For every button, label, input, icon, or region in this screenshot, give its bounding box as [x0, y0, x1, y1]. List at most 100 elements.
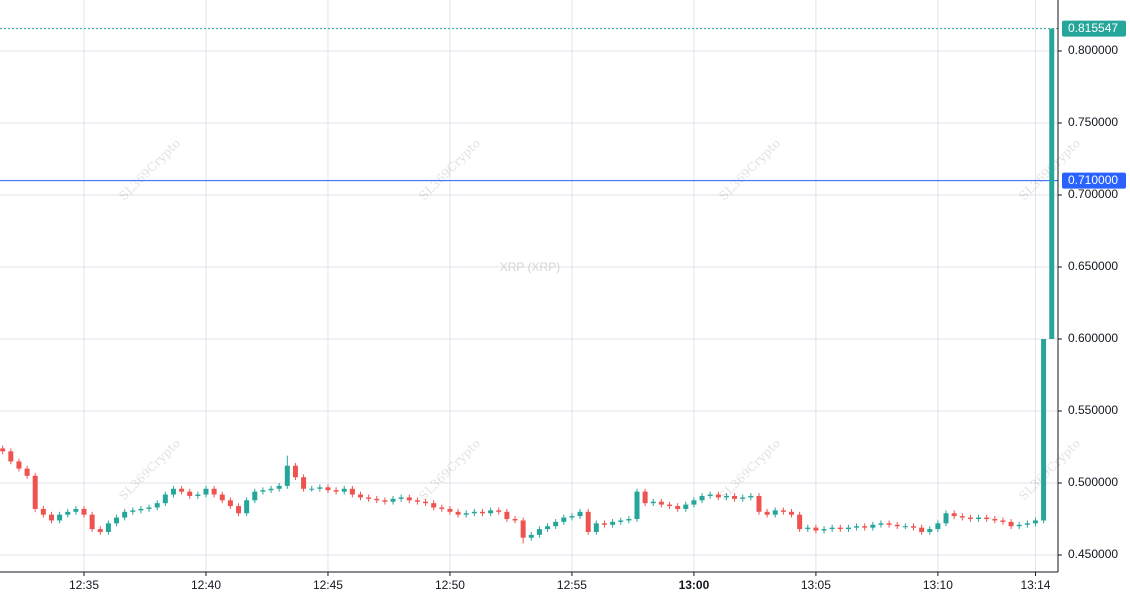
candle-body: [683, 504, 689, 509]
candle-body: [601, 523, 607, 525]
candle-body: [1041, 338, 1047, 521]
candle-body: [463, 513, 469, 515]
candle-body: [504, 511, 510, 520]
candle-body: [845, 527, 851, 530]
candle-body: [837, 527, 843, 530]
candle-body: [976, 517, 982, 520]
candle-body: [797, 514, 803, 530]
candle-body: [374, 498, 380, 501]
candle-body: [1000, 520, 1006, 522]
candle-body: [927, 529, 933, 532]
candle-body: [789, 511, 795, 515]
candle-body: [536, 529, 542, 535]
candle-body: [1049, 28, 1055, 339]
candle-body: [1008, 521, 1014, 527]
y-tick-label: 0.700000: [1068, 187, 1118, 201]
candle-body: [577, 511, 583, 517]
candle-body: [431, 503, 437, 508]
candle-body: [187, 491, 193, 496]
candle-body: [821, 529, 827, 531]
candle-body: [358, 494, 364, 498]
candle-body: [32, 475, 38, 509]
candle-body: [122, 511, 128, 518]
x-tick-label: 12:55: [557, 578, 587, 592]
candle-body: [870, 524, 876, 528]
candle-body: [455, 511, 461, 515]
candle-body: [292, 465, 298, 478]
candle-body: [252, 491, 258, 501]
candle-body: [130, 510, 136, 512]
price-label-box: [1062, 172, 1126, 189]
price-label: 0.815547: [1068, 21, 1118, 35]
candle-body: [813, 527, 819, 531]
y-tick-label: 0.600000: [1068, 331, 1118, 345]
candle-body: [219, 494, 225, 501]
y-tick-label: 0.800000: [1068, 43, 1118, 57]
candle-body: [398, 497, 404, 499]
candle-body: [618, 520, 624, 522]
candle-body: [276, 485, 282, 489]
candle-body: [854, 526, 860, 528]
candle-body: [829, 527, 835, 530]
candle-body: [764, 511, 770, 515]
candle-body: [423, 501, 429, 504]
candle-body: [667, 504, 673, 507]
candle-body: [691, 500, 697, 505]
candle-body: [732, 495, 738, 499]
candle-body: [40, 508, 46, 515]
candle-body: [740, 497, 746, 499]
x-tick-label: 13:14: [1020, 578, 1050, 592]
x-tick-label: 12:50: [435, 578, 465, 592]
candle-body: [634, 491, 640, 520]
candle-body: [772, 510, 778, 515]
x-tick-label: 13:10: [923, 578, 953, 592]
candle-body: [967, 517, 973, 520]
candle-body: [349, 488, 355, 495]
candle-body: [8, 451, 14, 462]
candle-body: [862, 526, 868, 528]
candle-body: [195, 494, 201, 496]
candle-body: [260, 490, 266, 492]
candle-body: [650, 501, 656, 504]
candle-body: [886, 523, 892, 525]
plot: [0, 28, 1058, 544]
y-tick-label: 0.550000: [1068, 403, 1118, 417]
candle-body: [585, 511, 591, 532]
x-tick-label: 12:40: [191, 578, 221, 592]
candle-body: [325, 487, 331, 491]
x-tick-label: 12:35: [69, 578, 99, 592]
candle-body: [699, 495, 705, 501]
price-label-box: [1062, 20, 1126, 37]
candle-body: [73, 508, 79, 512]
candle-body: [179, 488, 185, 492]
candle-body: [447, 508, 453, 512]
candle-body: [756, 495, 762, 512]
candle-body: [24, 468, 30, 476]
candle-body: [162, 494, 168, 504]
candle-body: [910, 526, 916, 528]
candle-body: [301, 477, 307, 489]
candle-body: [780, 510, 786, 512]
candle-body: [935, 523, 941, 530]
candle-body: [48, 514, 54, 521]
candle-body: [81, 508, 87, 515]
candle-body: [333, 490, 339, 492]
candle-body: [894, 524, 900, 527]
candle-body: [211, 488, 217, 495]
candle-body: [244, 500, 250, 514]
x-tick-label: 13:05: [801, 578, 831, 592]
candle-body: [97, 529, 103, 532]
candle-body: [89, 514, 95, 530]
candle-body: [284, 465, 290, 486]
candle-body: [414, 500, 420, 502]
y-tick-label: 0.450000: [1068, 547, 1118, 561]
candle-body: [496, 510, 502, 512]
candle-body: [16, 461, 22, 469]
candle-body: [406, 497, 412, 501]
candle-body: [0, 448, 6, 452]
candle-body: [146, 507, 152, 509]
candle-body: [919, 527, 925, 532]
candle-body: [902, 526, 908, 528]
